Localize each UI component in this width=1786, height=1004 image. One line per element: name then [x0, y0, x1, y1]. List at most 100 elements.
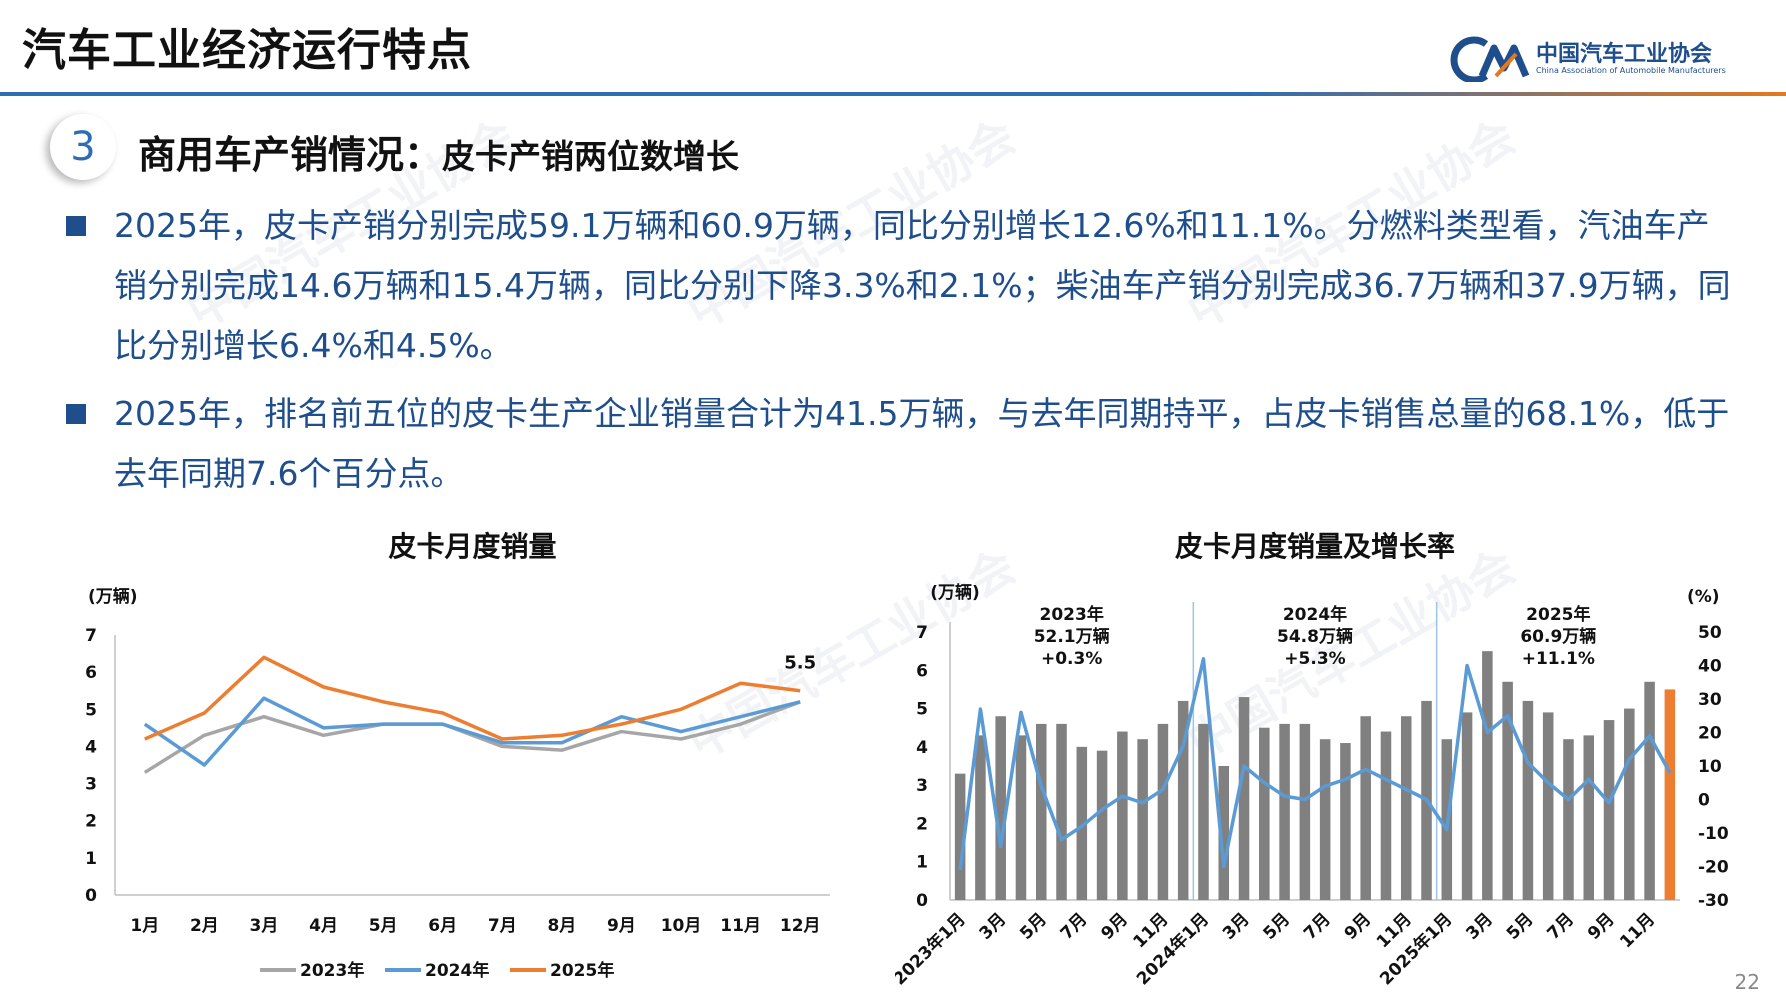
x-tick-label: 7月 [1543, 909, 1578, 944]
year-summary-label: 2023年 [1040, 604, 1104, 625]
year-summary-label: 54.8万辆 [1277, 626, 1353, 647]
sales-bar [1583, 735, 1595, 900]
x-tick-label: 4月 [309, 916, 338, 936]
sales-bar [1644, 681, 1655, 900]
x-tick-label: 5月 [1016, 909, 1051, 944]
y-tick-label: 4 [916, 738, 928, 758]
x-tick-label: 5月 [1503, 909, 1538, 944]
cam-logo-icon [1450, 36, 1530, 84]
x-tick-label: 5月 [369, 916, 398, 936]
chart-title: 皮卡月度销量及增长率 [1175, 530, 1455, 563]
sales-bar [1137, 739, 1148, 900]
section-subtitle: 皮卡产销两位数增长 [442, 137, 740, 176]
y2-tick-label: -30 [1698, 891, 1729, 911]
x-tick-label: 9月 [1584, 909, 1619, 944]
sales-bar [1117, 731, 1128, 900]
sales-bar [1198, 723, 1209, 900]
section-title: 商用车产销情况：皮卡产销两位数增长 [138, 124, 739, 179]
sales-bar [1238, 697, 1250, 900]
y-tick-label: 3 [916, 776, 928, 796]
x-tick-label: 10月 [661, 916, 702, 936]
x-tick-label: 7月 [1057, 909, 1092, 944]
sales-bar [1360, 716, 1371, 900]
y-tick-label: 2 [85, 812, 97, 832]
page-number: 22 [1734, 970, 1760, 994]
bullet-marker [66, 216, 86, 236]
data-label: 5.5 [784, 653, 816, 674]
y-axis-unit-label: (万辆) [930, 582, 980, 603]
year-summary-label: +0.3% [1041, 649, 1102, 669]
x-tick-label: 7月 [1300, 909, 1335, 944]
y-tick-label: 0 [916, 891, 928, 911]
y-axis-unit-label: (万辆) [88, 586, 138, 607]
y-tick-label: 7 [916, 623, 928, 643]
sales-bar [1177, 700, 1189, 900]
y2-axis-unit-label: (%) [1687, 587, 1720, 607]
x-tick-label: 9月 [1341, 909, 1376, 944]
y-tick-label: 1 [85, 849, 97, 869]
y-tick-label: 5 [85, 700, 97, 720]
series-line-2023年 [143, 700, 801, 774]
sales-bar [1522, 700, 1534, 900]
sales-bar [1056, 723, 1067, 900]
sales-bar [1664, 689, 1676, 900]
bullet-text-2: 2025年，排名前五位的皮卡生产企业销量合计为41.5万辆，与去年同期持平，占皮… [114, 394, 1730, 493]
x-tick-label: 2023年1月 [895, 909, 970, 990]
sales-bar [1542, 712, 1554, 900]
y-tick-label: 6 [85, 663, 97, 683]
x-tick-label: 3月 [250, 916, 279, 936]
section-title-main: 商用车产销情况： [138, 133, 443, 177]
logo-name-cn: 中国汽车工业协会 [1536, 42, 1713, 67]
x-tick-label: 9月 [607, 916, 636, 936]
y-tick-label: 3 [85, 775, 97, 795]
bar-line-chart-sales-growth: 皮卡月度销量及增长率 (万辆) (%) 0 1 2 3 4 5 6 7 -30 -20 -10 0 10 20 3… [895, 530, 1729, 990]
x-tick-label: 3月 [1462, 909, 1497, 944]
y2-tick-label: 10 [1698, 757, 1722, 777]
sales-bar [1218, 766, 1230, 900]
y-tick-label: 1 [916, 853, 928, 873]
sales-bar [954, 773, 966, 900]
sales-bar [1299, 723, 1311, 900]
sales-bar [1340, 743, 1351, 900]
bullet-text-1: 2025年，皮卡产销分别完成59.1万辆和60.9万辆，同比分别增长12.6%和… [114, 206, 1731, 365]
chart-title: 皮卡月度销量 [388, 530, 556, 563]
sales-bar [1035, 723, 1047, 900]
x-tick-label: 9月 [1097, 909, 1132, 944]
sales-bar [1461, 712, 1473, 900]
y2-tick-label: 20 [1698, 724, 1722, 744]
x-tick-label: 8月 [547, 916, 576, 936]
page-title: 汽车工业经济运行特点 [22, 25, 472, 76]
y-tick-label: 2 [916, 814, 928, 834]
year-summary-label: 52.1万辆 [1034, 626, 1110, 647]
sales-bar [1400, 716, 1412, 900]
line-chart-monthly-sales: 皮卡月度销量 (万辆) 0 1 2 3 4 5 6 7 1月 2月 3月 4月 5月 6月 7月 8月 9月 10月 1… [85, 530, 830, 981]
sales-bar [1603, 720, 1615, 900]
sales-bar [1015, 735, 1027, 900]
sales-bar [1624, 708, 1635, 900]
x-tick-label: 3月 [1219, 909, 1254, 944]
x-tick-label: 3月 [976, 909, 1011, 944]
bullet-marker [66, 404, 86, 424]
y2-tick-label: 40 [1698, 657, 1722, 677]
x-tick-label: 11月 [720, 916, 761, 936]
sales-bar [995, 716, 1006, 900]
section-number-badge: 3 [50, 114, 116, 180]
year-summary-label: 60.9万辆 [1520, 626, 1596, 647]
y2-tick-label: -10 [1698, 824, 1729, 844]
year-summary-label: 2025年 [1526, 604, 1590, 625]
legend-label: 2023年 [300, 960, 364, 981]
series-line-2025年 [144, 655, 801, 741]
y2-tick-label: 30 [1698, 690, 1722, 710]
x-tick-label: 11月 [1616, 909, 1659, 952]
sales-bar [1259, 727, 1270, 900]
cam-logo: 中国汽车工业协会 China Association of Automobile… [1446, 36, 1746, 84]
y2-tick-label: 50 [1698, 623, 1722, 643]
sales-bar [1096, 750, 1108, 900]
y-tick-label: 5 [916, 700, 928, 720]
logo-name-en: China Association of Automobile Manufact… [1536, 66, 1726, 75]
header-divider [0, 92, 1786, 96]
sales-bar [1279, 723, 1290, 900]
y-tick-label: 7 [85, 626, 97, 646]
y-tick-label: 6 [916, 661, 928, 681]
sales-bar [1563, 739, 1574, 900]
